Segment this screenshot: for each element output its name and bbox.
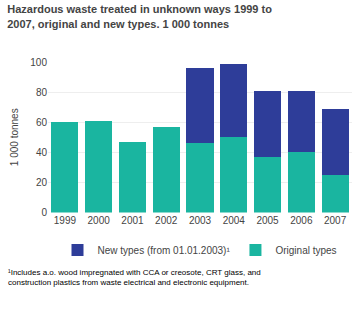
svg-text:2006: 2006: [290, 215, 313, 226]
svg-text:20: 20: [36, 177, 48, 188]
svg-text:80: 80: [36, 87, 48, 98]
svg-text:2002: 2002: [155, 215, 178, 226]
svg-text:100: 100: [30, 57, 47, 68]
svg-text:2005: 2005: [256, 215, 279, 226]
svg-text:2000: 2000: [88, 215, 111, 226]
svg-text:2003: 2003: [189, 215, 212, 226]
svg-text:Hazardous waste treated in unk: Hazardous waste treated in unknown ways …: [7, 3, 272, 29]
svg-text:New types (from 01.01.2003)¹: New types (from 01.01.2003)¹: [98, 245, 231, 256]
svg-text:2001: 2001: [121, 215, 144, 226]
svg-text:1999: 1999: [54, 215, 77, 226]
svg-text:2004: 2004: [223, 215, 246, 226]
svg-text:Original types: Original types: [275, 245, 336, 256]
svg-text:0: 0: [41, 207, 47, 218]
svg-text:40: 40: [36, 147, 48, 158]
svg-text:1 000 tonnes: 1 000 tonnes: [9, 108, 20, 166]
svg-text:60: 60: [36, 117, 48, 128]
svg-text:¹Includes a.o. wood impregnate: ¹Includes a.o. wood impregnated with CCA…: [8, 268, 261, 287]
svg-text:2007: 2007: [324, 215, 347, 226]
